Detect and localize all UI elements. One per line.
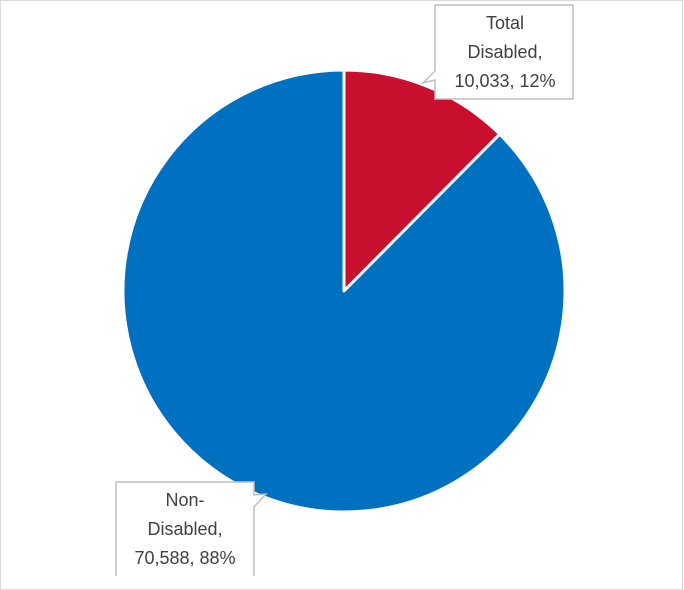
label-line: Non- <box>165 490 204 510</box>
pie-slice-total-disabled <box>342 68 502 293</box>
data-label-non-disabled: Non- Disabled, 70,588, 88% <box>115 481 268 576</box>
label-line: 10,033, 12% <box>454 71 555 91</box>
label-line: Disabled, <box>467 42 542 62</box>
label-line: Disabled, <box>147 519 222 539</box>
data-label-total-disabled: Total Disabled, 10,033, 12% <box>420 4 574 100</box>
label-line: 70,588, 88% <box>134 548 235 568</box>
callout-box-total-disabled <box>420 4 574 100</box>
callout-box-non-disabled <box>115 481 268 576</box>
pie-slices <box>121 68 567 514</box>
pie-chart: Total Disabled, 10,033, 12% Non- Disable… <box>115 4 574 576</box>
pie-slice-non-disabled <box>121 68 567 514</box>
label-line: Total <box>486 13 524 33</box>
